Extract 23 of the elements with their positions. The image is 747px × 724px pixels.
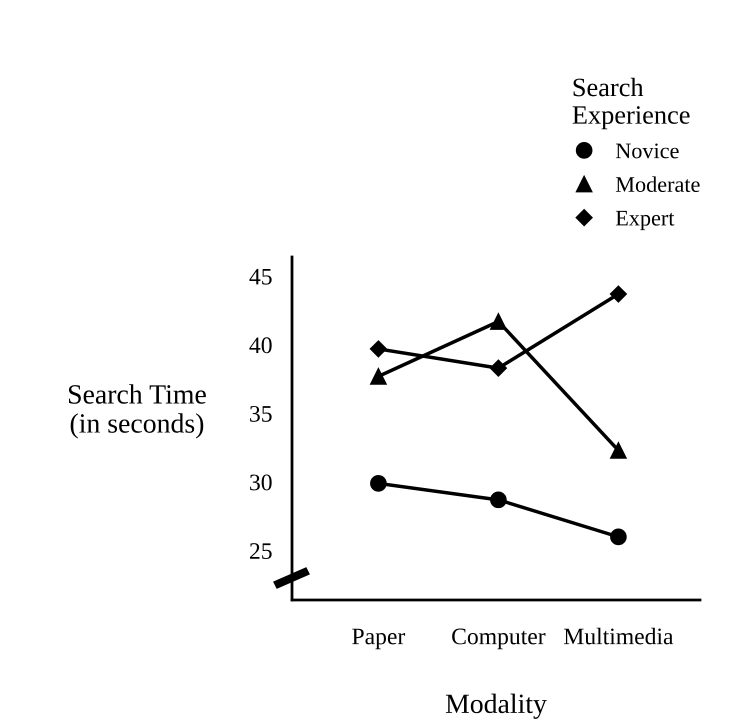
point [370,368,387,385]
point [370,340,387,358]
y-tick-label: 45 [249,268,272,285]
x-axis-title: Modality [446,694,547,719]
legend-label: Novice [616,143,679,158]
legend-title: Search Experience [572,78,690,130]
y-tick-label: 30 [250,474,272,490]
point [490,492,507,508]
point [490,360,507,377]
y-tick-label: 40 [249,337,272,354]
point [490,313,507,330]
x-tick-label: Computer [452,628,546,650]
legend-label: Moderate [616,176,700,192]
y-tick-label: 35 [250,406,272,422]
legend-label: Expert [616,210,674,230]
point [610,442,627,459]
y-tick-label: 25 [250,543,272,560]
point [370,475,387,492]
point [610,285,627,303]
x-tick-label: Multimedia [564,628,674,644]
x-tick-label: Paper [352,628,406,650]
y-axis-title: Search Time (in seconds) [68,384,206,438]
point [610,528,627,546]
